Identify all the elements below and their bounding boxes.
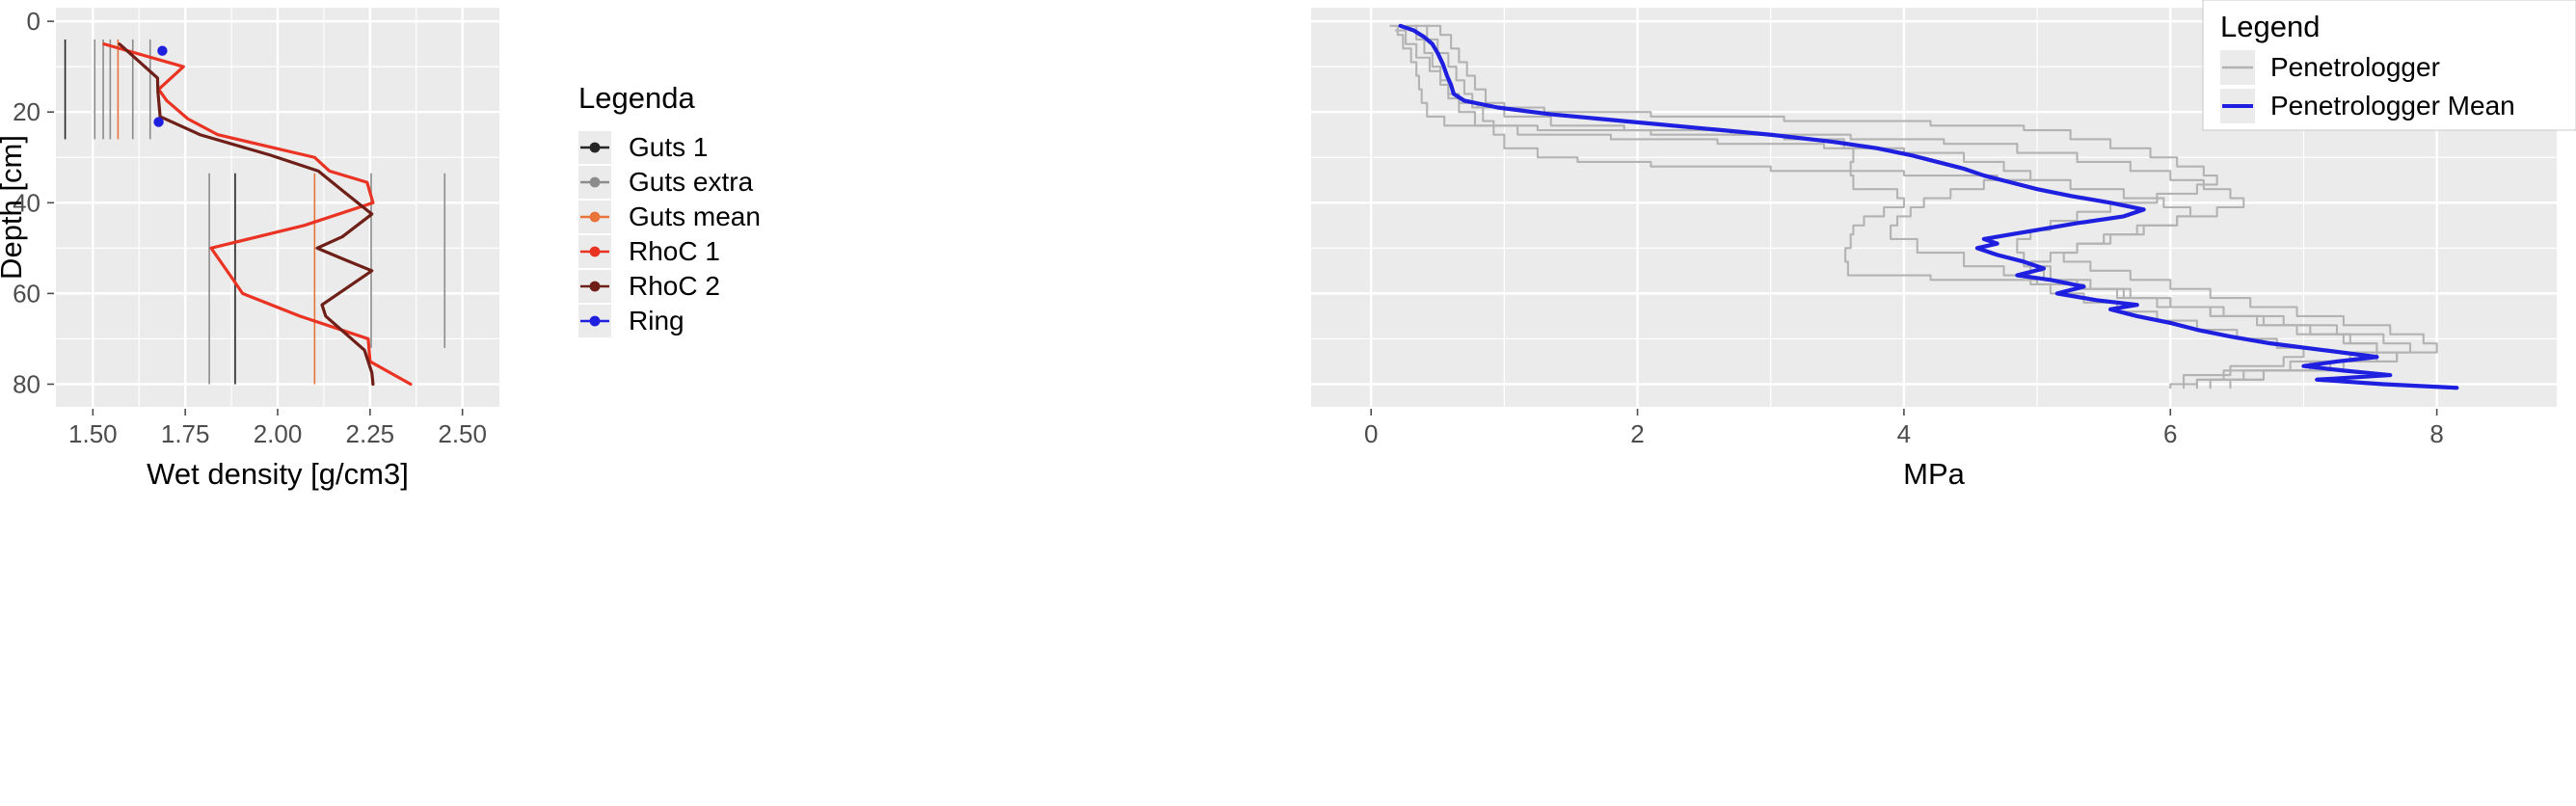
- x-tick-label: 2.00: [254, 419, 303, 448]
- legend-item-label: Ring: [629, 306, 684, 336]
- series-penetrologger-trace-5: [1424, 24, 2438, 390]
- legend-title: Legend: [2220, 10, 2320, 43]
- series-ring: [153, 45, 168, 127]
- series-penetrologger-trace-1: [1389, 24, 2399, 390]
- y-axis-title: Depth [cm]: [0, 135, 28, 280]
- x-tick-label: 0: [1364, 419, 1378, 448]
- legend-box: [2202, 0, 2576, 131]
- y-tick-label: 40: [13, 188, 40, 217]
- legend-item-label: Penetrologger: [2270, 52, 2440, 82]
- data-point: [153, 117, 164, 127]
- legend-item-label: Penetrologger Mean: [2270, 91, 2515, 121]
- legend-title: Legenda: [578, 81, 695, 115]
- legend-item-guts-mean[interactable]: Guts mean: [578, 201, 761, 233]
- x-tick-label: 6: [2163, 419, 2177, 448]
- series-rhoc-2: [118, 42, 375, 387]
- series-rhoc-1: [102, 42, 413, 387]
- legend-point: [589, 176, 601, 188]
- legend-item-guts-extra[interactable]: Guts extra: [578, 166, 754, 199]
- y-tick-label: 0: [27, 7, 40, 36]
- x-axis-title: Wet density [g/cm3]: [147, 457, 409, 491]
- x-axis-title: MPa: [1903, 457, 1966, 491]
- legend-item-label: Guts extra: [629, 167, 754, 197]
- legend-point: [589, 315, 601, 327]
- series-guts-mean: [117, 39, 316, 385]
- legend-item-label: RhoC 1: [629, 236, 720, 266]
- legend-item-label: Guts mean: [629, 202, 761, 231]
- legend-point: [589, 142, 601, 153]
- legend: Legenda Guts 1 Guts extra Guts mean RhoC 1 Rh…: [578, 81, 761, 337]
- x-tick-label: 4: [1897, 419, 1911, 448]
- legend-point: [589, 246, 601, 257]
- x-tick-label: 2.50: [438, 419, 487, 448]
- penetration-chart: 0 2 4 6 8 MPa Legend Penetrologger Penetrologger…: [1311, 0, 2576, 491]
- x-tick-label: 8: [2429, 419, 2443, 448]
- legend-point: [589, 211, 601, 223]
- wet-density-chart: 1.50 1.75 2.00 2.25 2.50 0 20 40 60 80 Wet density…: [0, 7, 761, 491]
- major-gridlines: [56, 8, 499, 407]
- axes: 0 2 4 6 8: [1364, 409, 2444, 448]
- legend-item-label: RhoC 2: [629, 271, 720, 301]
- legend-item-penetrologger-mean[interactable]: Penetrologger Mean: [2220, 89, 2515, 123]
- x-tick-label: 2: [1630, 419, 1644, 448]
- axes: 1.50 1.75 2.00 2.25 2.50 0 20 40 60 80: [13, 7, 487, 448]
- legend-item-guts-1[interactable]: Guts 1: [578, 131, 708, 164]
- x-tick-label: 1.50: [68, 419, 118, 448]
- y-tick-label: 60: [13, 279, 40, 308]
- legend-item-penetrologger[interactable]: Penetrologger: [2220, 50, 2440, 85]
- series-guts-1: [64, 39, 236, 385]
- legend-point: [589, 281, 601, 292]
- legend: Legend Penetrologger Penetrologger Mean: [2202, 0, 2576, 131]
- legend-item-rhoc-2[interactable]: RhoC 2: [578, 270, 720, 303]
- legend-item-ring[interactable]: Ring: [578, 305, 684, 337]
- x-tick-label: 2.25: [346, 419, 395, 448]
- series-penetrologger-mean: [1398, 23, 2459, 390]
- legend-item-rhoc-1[interactable]: RhoC 1: [578, 235, 720, 268]
- right-chart-panel: 0 2 4 6 8 MPa Legend Penetrologger Penetrologger…: [1292, 0, 2576, 806]
- left-chart-panel: 1.50 1.75 2.00 2.25 2.50 0 20 40 60 80 Wet density…: [0, 7, 761, 491]
- data-point: [157, 45, 168, 56]
- legend-item-label: Guts 1: [629, 132, 708, 162]
- y-tick-label: 80: [13, 369, 40, 398]
- x-tick-label: 1.75: [161, 419, 210, 448]
- y-tick-label: 20: [13, 97, 40, 126]
